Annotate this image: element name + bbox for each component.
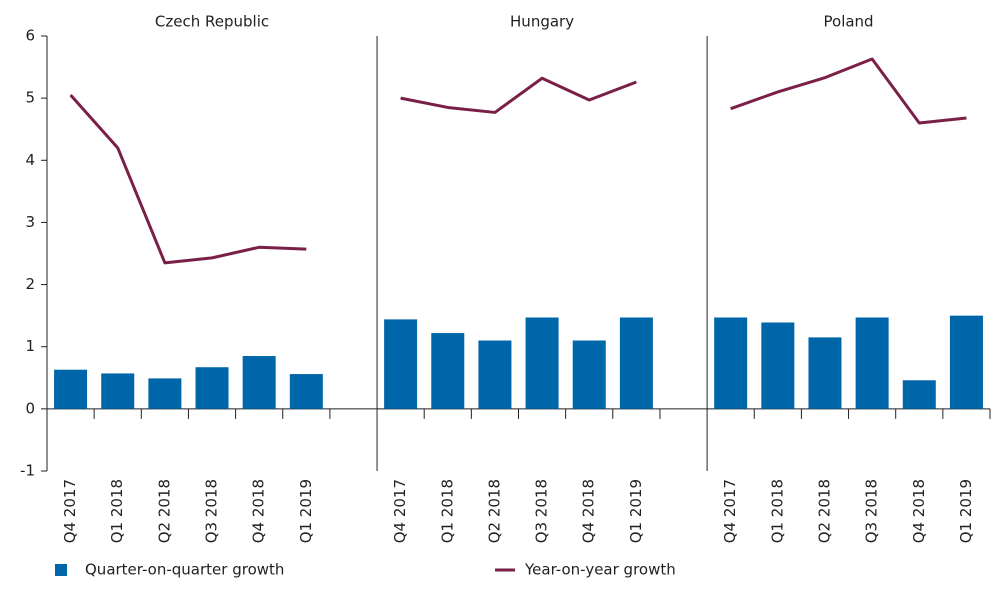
y-tick-label: 0 [25, 399, 35, 417]
x-tick-label: Q4 2018 [250, 479, 268, 543]
x-tick-label: Q4 2017 [61, 479, 79, 543]
bar [525, 317, 559, 409]
y-tick-label: 6 [25, 27, 35, 45]
x-tick-label: Q1 2019 [297, 479, 315, 543]
line [69, 94, 307, 265]
line [730, 57, 967, 125]
bar [572, 340, 606, 409]
legend-label: Year-on-year growth [524, 561, 676, 579]
x-tick-label: Q4 2017 [391, 479, 409, 543]
x-tick-label: Q3 2018 [533, 479, 551, 543]
y-tick-label: 4 [25, 151, 35, 169]
x-tick-label: Q4 2018 [910, 479, 928, 543]
bar [808, 337, 842, 409]
bar [855, 317, 889, 409]
line [400, 76, 637, 114]
panel-title: Czech Republic [155, 13, 269, 31]
y-tick-label: -1 [20, 462, 35, 480]
bar [478, 340, 512, 409]
x-tick-label: Q3 2018 [863, 479, 881, 543]
bar [619, 317, 653, 409]
x-tick-label: Q2 2018 [155, 479, 173, 543]
bar [761, 322, 795, 409]
x-tick-label: Q3 2018 [203, 479, 221, 543]
y-tick-label: 3 [25, 213, 35, 231]
bar [949, 315, 983, 409]
x-tick-label: Q4 2018 [580, 479, 598, 543]
bar [902, 380, 936, 409]
bar [54, 369, 88, 409]
bar [431, 333, 465, 409]
y-tick-label: 1 [25, 337, 35, 355]
bar [148, 378, 182, 409]
y-tick-label: 2 [25, 275, 35, 293]
x-tick-label: Q1 2018 [768, 479, 786, 543]
x-tick-label: Q2 2018 [815, 479, 833, 543]
y-tick-label: 5 [25, 89, 35, 107]
x-tick-label: Q1 2018 [438, 479, 456, 543]
panel-title: Hungary [510, 13, 574, 31]
legend-swatch [55, 564, 67, 576]
bar [101, 373, 135, 409]
bar [195, 367, 229, 409]
x-tick-label: Q1 2019 [627, 479, 645, 543]
x-tick-label: Q2 2018 [485, 479, 503, 543]
x-tick-label: Q4 2017 [721, 479, 739, 543]
panel-title: Poland [824, 13, 874, 31]
bar [289, 374, 323, 409]
bar [242, 356, 276, 409]
x-tick-label: Q1 2018 [108, 479, 126, 543]
bar [714, 317, 748, 409]
legend-label: Quarter-on-quarter growth [85, 561, 284, 579]
bar [384, 319, 418, 409]
x-tick-label: Q1 2019 [957, 479, 975, 543]
